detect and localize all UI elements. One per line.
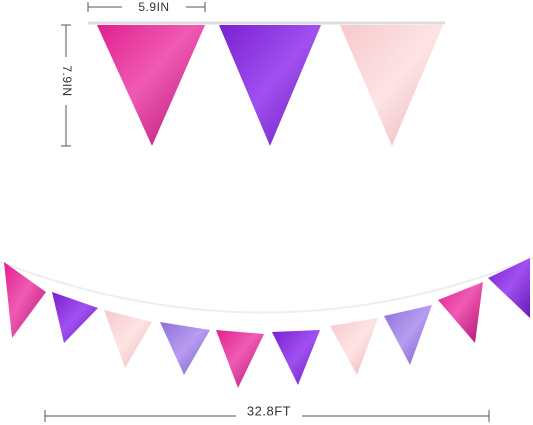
height-dimension: 7.9IN <box>58 24 74 147</box>
flag <box>160 322 210 375</box>
flag <box>272 330 320 385</box>
flag <box>330 318 378 375</box>
bunting <box>4 258 530 388</box>
string <box>0 257 533 314</box>
flag <box>219 25 321 146</box>
height-label: 7.9IN <box>60 65 74 96</box>
flag <box>438 282 483 343</box>
flag <box>97 25 205 146</box>
width-dimension: 5.9IN <box>87 0 206 14</box>
flag <box>52 292 98 343</box>
flag <box>340 25 443 146</box>
length-label: 32.8FT <box>247 403 291 418</box>
flag <box>384 305 432 365</box>
width-label: 5.9IN <box>138 0 169 14</box>
flag <box>488 258 530 318</box>
flag <box>4 262 46 338</box>
length-dimension: 32.8FT <box>44 403 490 422</box>
flag <box>104 310 152 368</box>
flag <box>216 330 264 388</box>
